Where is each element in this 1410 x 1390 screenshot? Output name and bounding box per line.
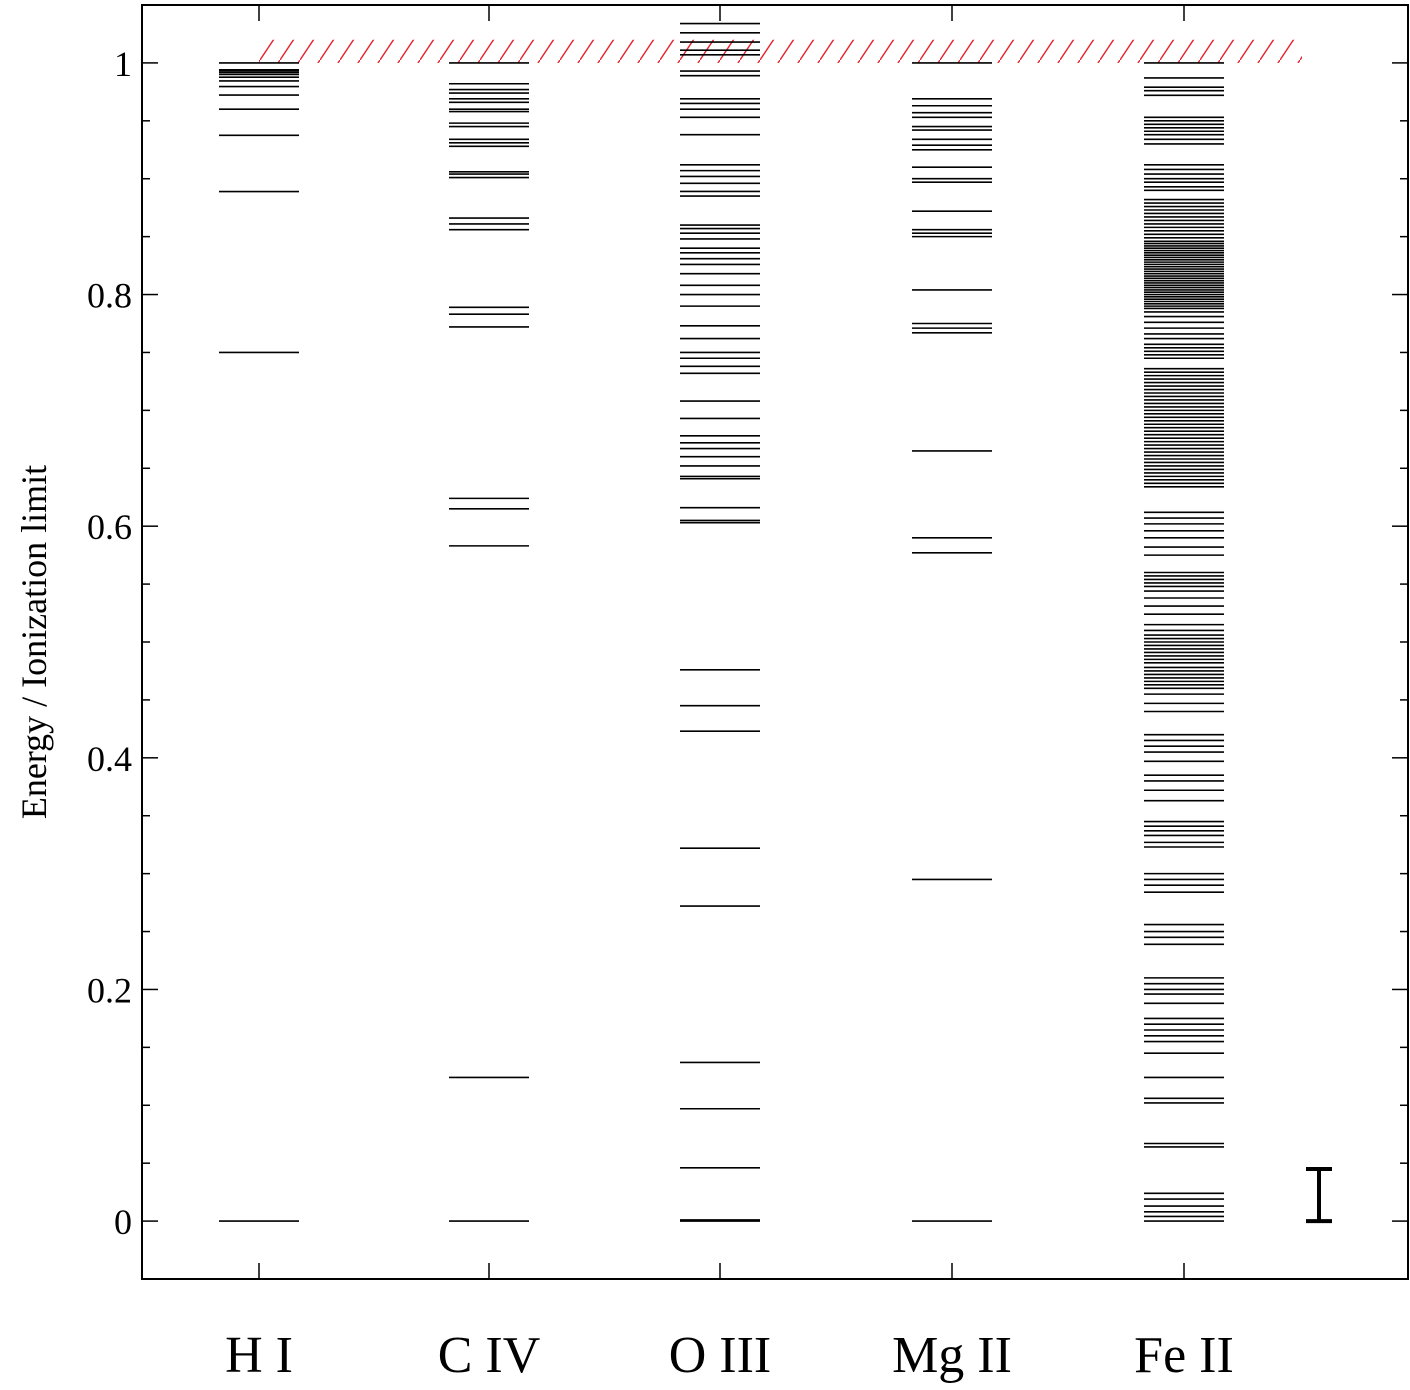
levels-fe-ii	[1144, 62, 1224, 1222]
y-tick-label: 0	[114, 1202, 132, 1242]
levels-h-i	[219, 62, 299, 1222]
x-category-label: H I	[225, 1327, 293, 1384]
x-axis-ticks: H I C IV O III Mg II Fe II	[225, 5, 1234, 1384]
y-tick-label: 1	[114, 44, 132, 84]
x-category-label: Fe II	[1134, 1327, 1234, 1384]
y-tick-label: 0.4	[87, 739, 132, 779]
energy-levels	[219, 22, 1224, 1222]
error-bar	[1306, 1166, 1332, 1224]
levels-mg-ii	[912, 62, 992, 1222]
x-category-label: O III	[669, 1327, 772, 1384]
ionization-limit-hatch	[259, 39, 1302, 63]
ionization-limit-band	[259, 39, 1302, 63]
y-tick-label: 0.2	[87, 970, 132, 1010]
y-tick-label: 0.8	[87, 276, 132, 316]
levels-c-iv	[449, 62, 529, 1222]
levels-o-iii	[680, 22, 760, 1222]
x-category-label: C IV	[438, 1327, 541, 1384]
y-tick-label: 0.6	[87, 507, 132, 547]
x-category-label: Mg II	[892, 1327, 1012, 1384]
y-axis-title: Energy / Ionization limit	[14, 465, 54, 819]
y-axis-ticks: 0 0.2 0.4 0.6 0.8 1	[87, 4, 1408, 1280]
